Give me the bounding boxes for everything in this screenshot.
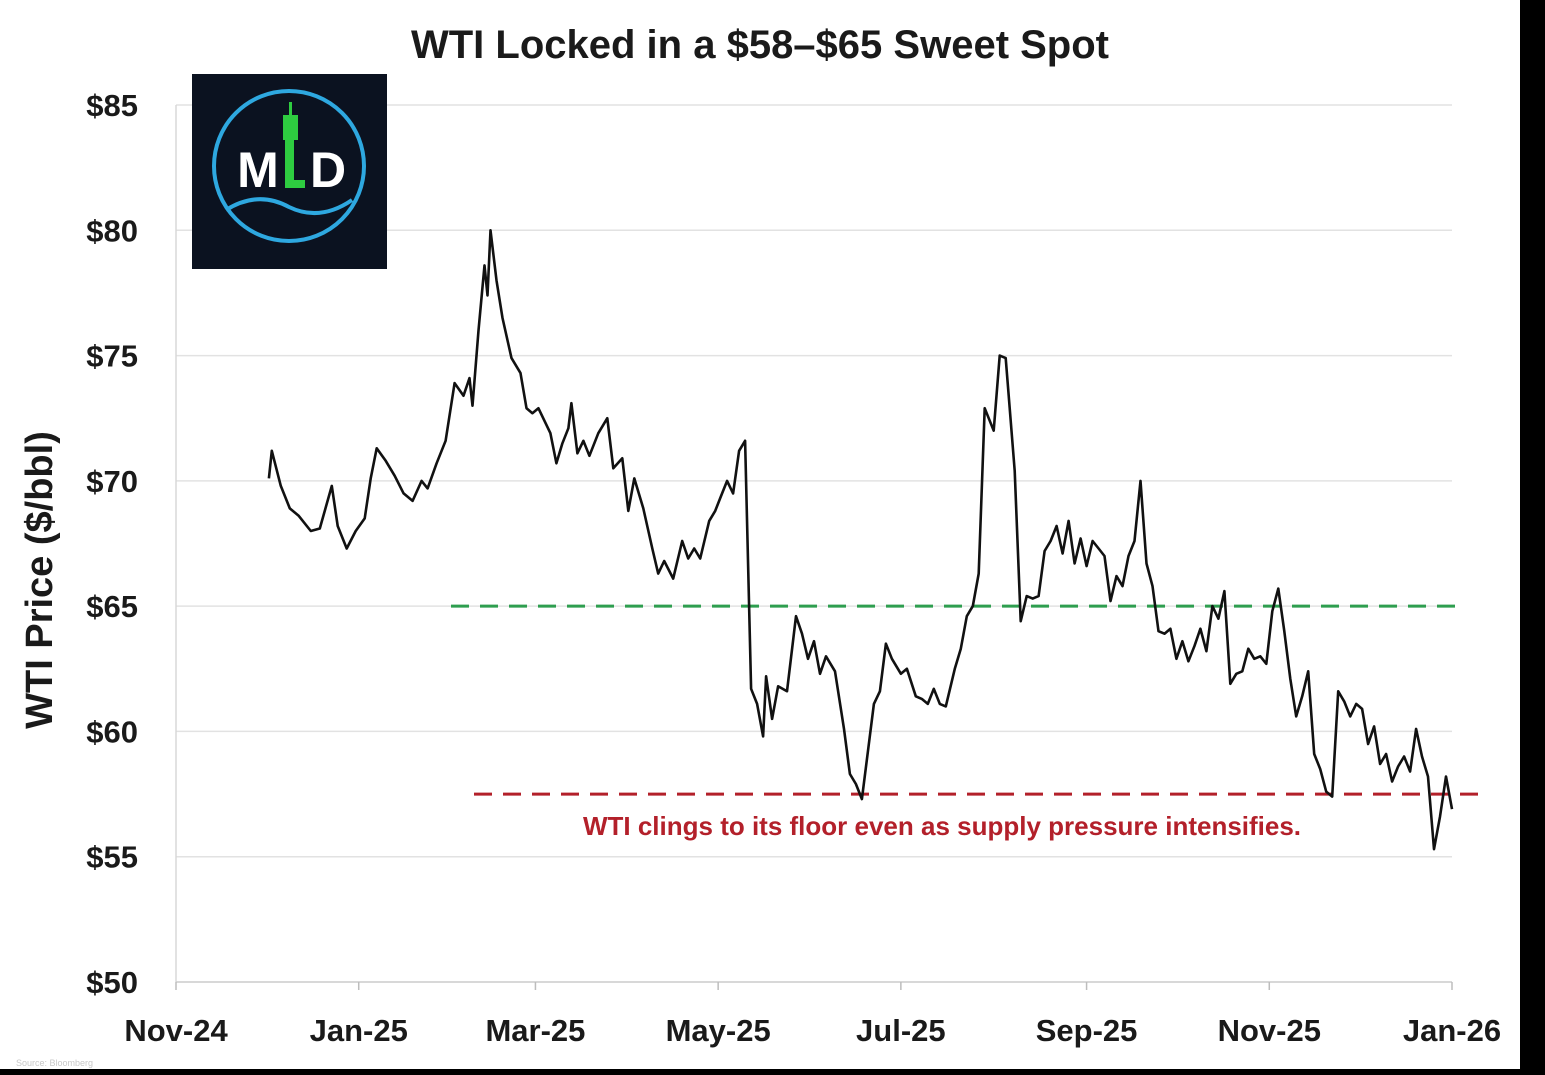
- y-axis-label: WTI Price ($/bbl): [19, 431, 61, 729]
- y-tick-label: $50: [86, 965, 138, 1000]
- wti-price-line: [267, 229, 1454, 851]
- x-tick-label: Jan-26: [1403, 1013, 1501, 1048]
- floor-annotation: WTI clings to its floor even as supply p…: [583, 811, 1301, 841]
- logo-letter-d: D: [310, 142, 346, 198]
- x-tick-label: Nov-24: [124, 1013, 228, 1048]
- x-tick-label: Nov-25: [1218, 1013, 1321, 1048]
- mld-logo: M D: [192, 74, 387, 269]
- wti-price-chart: WTI Locked in a $58–$65 Sweet Spot $50$5…: [16, 23, 1501, 1068]
- x-tick-label: Sep-25: [1036, 1013, 1138, 1048]
- logo-wave: [224, 197, 354, 216]
- grid-layer: [175, 104, 1453, 990]
- y-tick-label: $55: [86, 840, 138, 875]
- x-tick-label: May-25: [666, 1013, 771, 1048]
- chart-frame: WTI Locked in a $58–$65 Sweet Spot $50 $5…: [0, 0, 1520, 1069]
- y-tick-label: $60: [86, 714, 138, 749]
- logo-candlestick-icon: [283, 102, 305, 188]
- y-tick-label: $75: [86, 339, 138, 374]
- reference-lines: [451, 604, 1488, 796]
- logo-ring: [212, 89, 366, 243]
- y-tick-label: $80: [86, 213, 138, 248]
- price-series: [267, 229, 1454, 851]
- y-tick-label: $70: [86, 464, 138, 499]
- y-tick-label: $65: [86, 589, 138, 624]
- source-note: Source: Bloomberg: [16, 1058, 93, 1068]
- x-tick-label: Mar-25: [485, 1013, 585, 1048]
- y-tick-label: $85: [86, 88, 138, 123]
- x-axis-ticks: Nov-24 Jan-25 Mar-25 May-25 Jul-25 Sep-25 Nov-…: [124, 1013, 1501, 1048]
- chart-title: WTI Locked in a $58–$65 Sweet Spot: [411, 23, 1109, 67]
- x-tick-label: Jul-25: [856, 1013, 946, 1048]
- x-tick-label: Jan-25: [310, 1013, 408, 1048]
- y-axis-ticks: $50 $55 $60 $65 $70 $75 $80 $85: [86, 88, 138, 1000]
- logo-letter-m: M: [237, 142, 279, 198]
